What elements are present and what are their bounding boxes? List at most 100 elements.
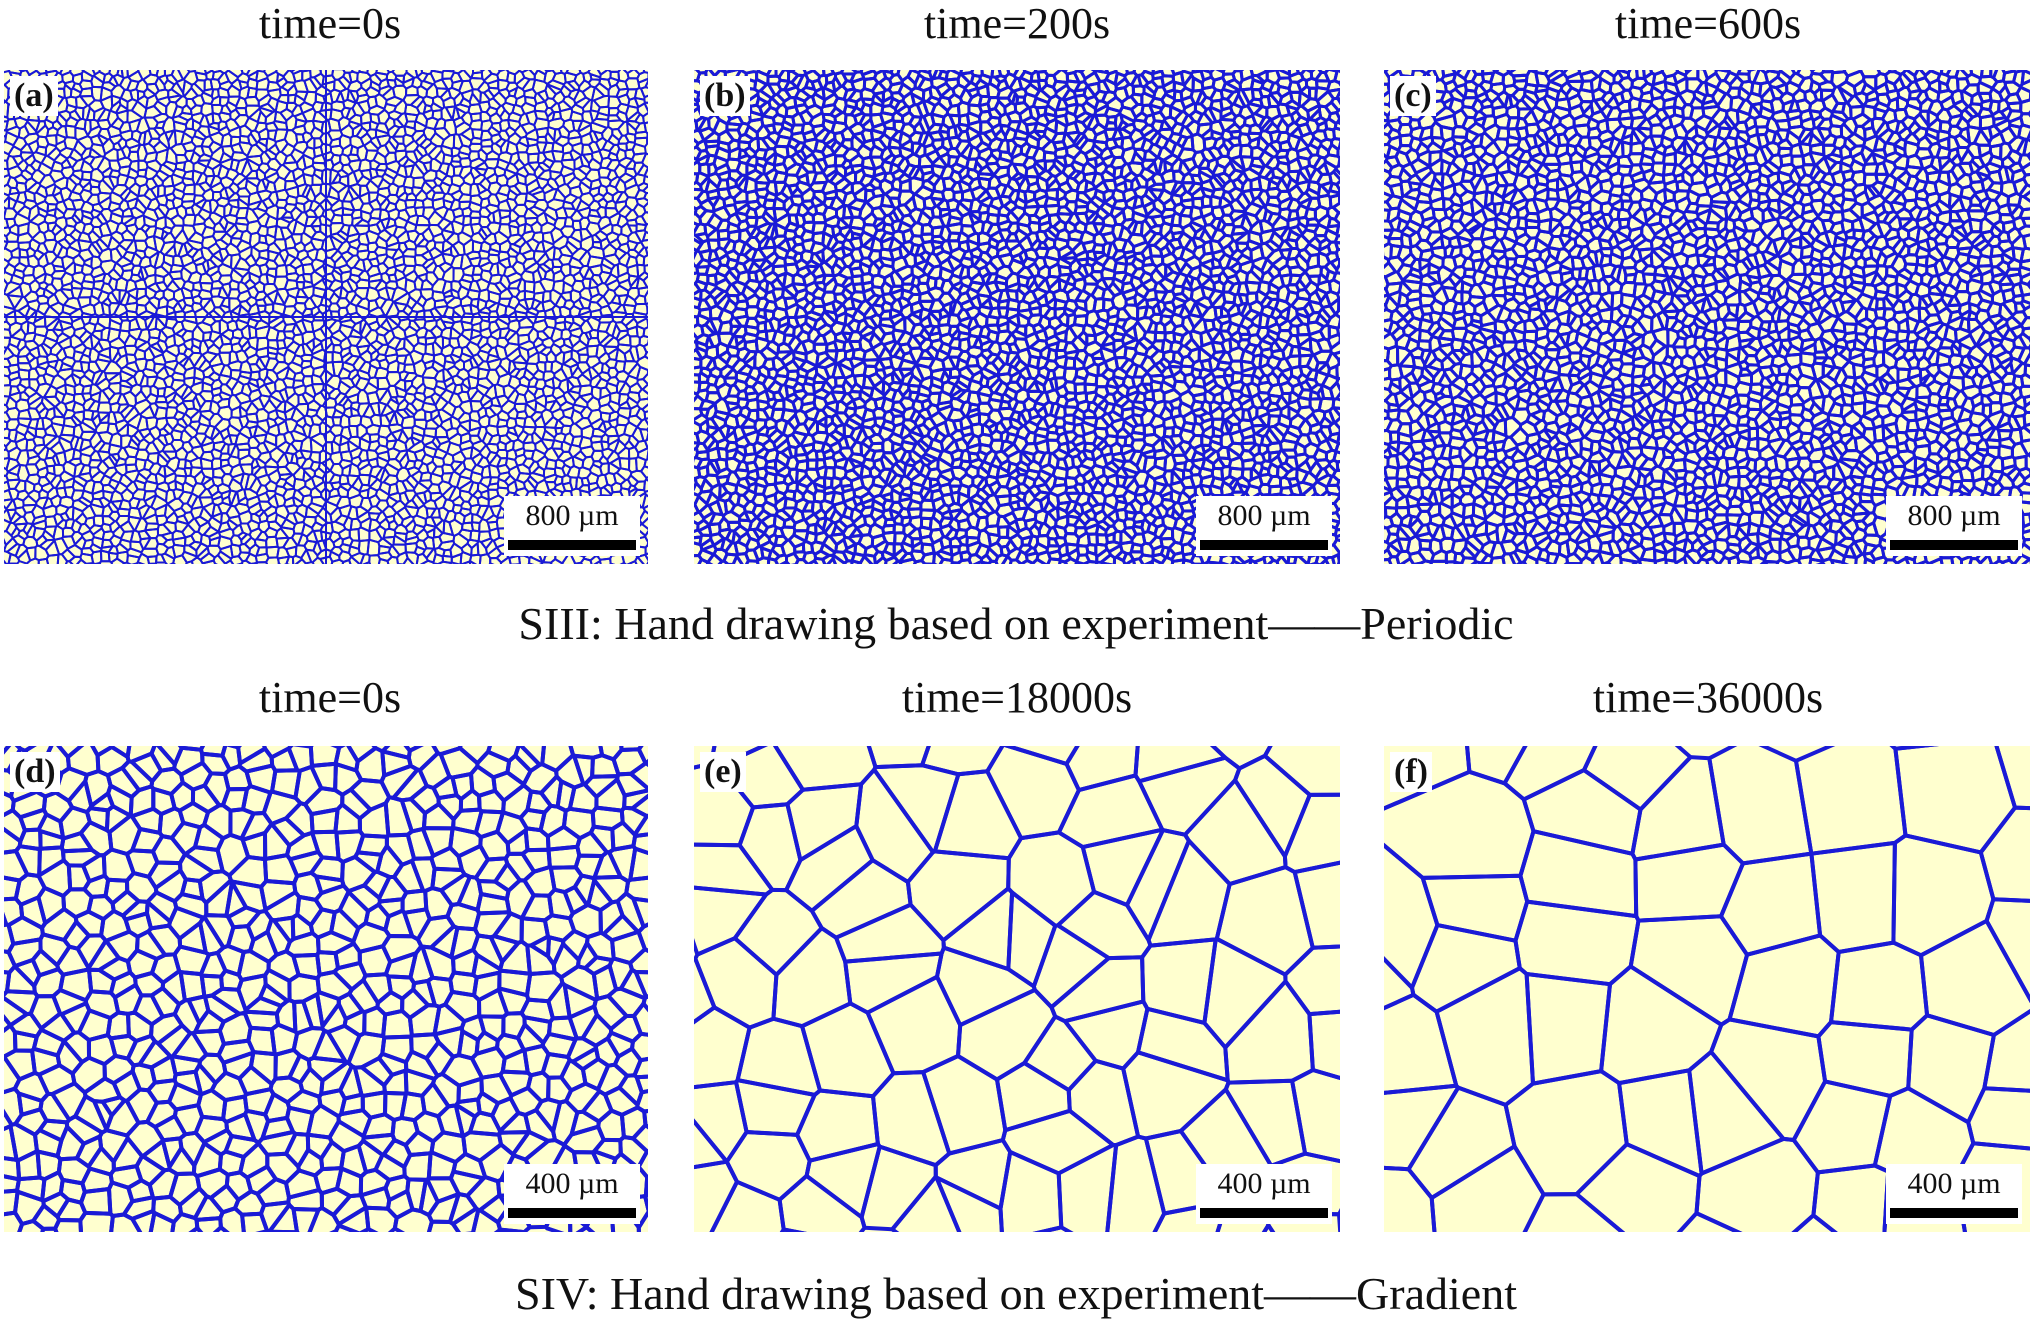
grain-cell bbox=[398, 452, 410, 469]
grain-cell bbox=[243, 95, 260, 107]
grain-cell bbox=[366, 538, 381, 557]
grain-cell bbox=[37, 557, 50, 564]
grain-cell bbox=[170, 70, 184, 83]
grain-cell bbox=[1224, 78, 1243, 92]
grain-cell bbox=[579, 557, 593, 564]
grain-cell bbox=[417, 479, 434, 491]
grain-cell bbox=[591, 117, 610, 129]
grain-cell bbox=[331, 350, 344, 364]
grain-cell bbox=[505, 197, 519, 212]
grain-cell bbox=[629, 469, 648, 483]
grain-cell bbox=[198, 390, 215, 403]
grain-cell bbox=[103, 360, 123, 375]
grain-cell bbox=[623, 349, 636, 363]
grain-cell bbox=[379, 414, 391, 428]
grain-cell bbox=[294, 558, 307, 564]
grain-cell bbox=[361, 561, 372, 564]
grain-cell bbox=[527, 562, 535, 564]
grain-cell bbox=[43, 229, 56, 242]
grain-cell bbox=[317, 506, 333, 524]
time-label-c: time=600s bbox=[1614, 0, 1802, 48]
grain-cell bbox=[243, 536, 257, 550]
grain-cell bbox=[76, 558, 87, 564]
grain-cell bbox=[346, 89, 357, 104]
grain-cell bbox=[96, 401, 112, 414]
grain-cell bbox=[640, 238, 648, 249]
grain-cell bbox=[98, 560, 113, 564]
grain-cell bbox=[468, 560, 477, 564]
grain-cell bbox=[421, 197, 435, 209]
grain-cell bbox=[250, 396, 265, 411]
grain-cell bbox=[694, 145, 703, 161]
scale-label-a: 800 µm bbox=[525, 499, 619, 532]
grain-cell bbox=[368, 494, 381, 508]
grain-cell bbox=[64, 560, 74, 564]
grain-cell bbox=[353, 258, 366, 272]
grain-cell bbox=[308, 76, 323, 91]
grain-cell bbox=[605, 382, 619, 395]
grain-cell bbox=[644, 417, 648, 426]
grain-cell bbox=[694, 70, 702, 83]
grain-cell bbox=[120, 229, 136, 242]
time-label-b: time=200s bbox=[923, 0, 1111, 48]
grain-cell bbox=[135, 561, 146, 564]
grain-cell bbox=[197, 487, 213, 499]
grain-cell bbox=[279, 216, 295, 224]
grain-cell bbox=[223, 559, 235, 564]
grain-cell bbox=[644, 552, 648, 562]
grain-cell bbox=[269, 389, 286, 404]
grain-cell bbox=[530, 190, 546, 202]
grain-cell bbox=[110, 557, 125, 564]
grain-cell bbox=[4, 278, 9, 295]
grain-cell bbox=[643, 410, 648, 420]
grain-cell bbox=[139, 373, 149, 388]
grain-cell bbox=[199, 114, 211, 128]
grain-cell bbox=[566, 235, 583, 251]
grain-cell bbox=[631, 426, 645, 443]
grain-cell bbox=[212, 221, 227, 233]
grain-cell bbox=[646, 431, 648, 441]
grain-cell bbox=[641, 152, 648, 169]
grain-cell bbox=[108, 453, 119, 467]
grain-cell bbox=[637, 388, 648, 401]
grain-cell bbox=[392, 534, 407, 546]
grain-cell bbox=[182, 183, 196, 196]
grain-cell bbox=[448, 518, 464, 537]
grain-cell bbox=[218, 304, 231, 314]
grain-cell bbox=[538, 263, 552, 274]
grain-cell bbox=[577, 164, 592, 176]
grain-cell bbox=[202, 365, 216, 379]
grain-cell bbox=[644, 544, 648, 555]
grain-cell bbox=[278, 86, 289, 97]
grain-cell bbox=[642, 342, 648, 354]
grain-cell bbox=[457, 70, 472, 83]
grain-cell bbox=[566, 79, 581, 91]
grain-cell bbox=[512, 236, 527, 249]
grain-cell bbox=[456, 390, 471, 404]
grain-cell bbox=[469, 355, 480, 369]
grain-cell bbox=[107, 500, 120, 513]
grain-cell bbox=[437, 560, 453, 564]
grain-cell bbox=[425, 271, 440, 287]
scale-bar-line-a bbox=[508, 540, 636, 550]
grain-cell bbox=[643, 458, 648, 469]
grain-cell bbox=[1129, 92, 1144, 106]
grain-cell bbox=[5, 231, 20, 243]
panel-letter-a: (a) bbox=[10, 76, 58, 116]
grain-cell bbox=[172, 554, 188, 564]
grain-cell bbox=[585, 221, 602, 237]
grain-cell bbox=[549, 558, 564, 564]
grain-cell bbox=[44, 539, 61, 557]
grain-cell bbox=[244, 169, 259, 180]
grain-cell bbox=[107, 381, 122, 395]
grain-cell bbox=[311, 556, 325, 564]
grain-cell bbox=[397, 317, 412, 332]
grain-cell bbox=[329, 234, 344, 252]
grain-cell bbox=[79, 95, 96, 107]
grain-cell bbox=[528, 205, 546, 218]
scale-bar-a: 800 µm bbox=[504, 496, 640, 556]
grain-cell bbox=[1336, 97, 1340, 106]
grain-cell bbox=[640, 86, 648, 99]
grain-cell bbox=[642, 372, 648, 386]
grain-cell bbox=[348, 555, 362, 564]
